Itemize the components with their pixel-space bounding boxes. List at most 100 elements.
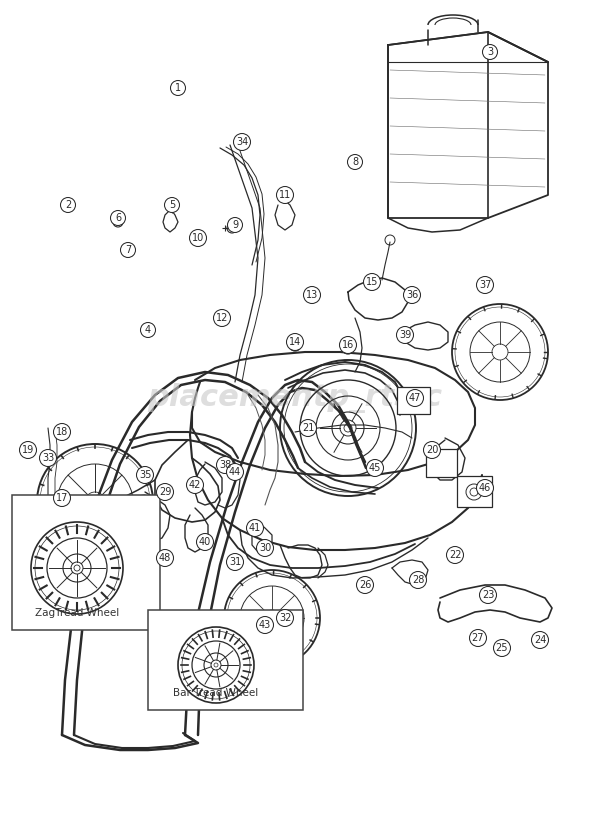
Circle shape bbox=[483, 45, 497, 59]
Circle shape bbox=[257, 616, 274, 633]
Text: 25: 25 bbox=[496, 643, 508, 653]
Circle shape bbox=[234, 134, 251, 151]
Text: 8: 8 bbox=[352, 157, 358, 167]
Text: 38: 38 bbox=[219, 460, 231, 470]
Text: 19: 19 bbox=[22, 445, 34, 455]
Circle shape bbox=[396, 327, 414, 343]
Text: 6: 6 bbox=[115, 213, 121, 223]
Text: 5: 5 bbox=[169, 200, 175, 210]
Text: ZagTread Wheel: ZagTread Wheel bbox=[35, 608, 119, 618]
Text: 2: 2 bbox=[65, 200, 71, 210]
Circle shape bbox=[532, 632, 549, 649]
Text: 33: 33 bbox=[42, 453, 54, 463]
Circle shape bbox=[196, 534, 214, 550]
Text: 45: 45 bbox=[369, 463, 381, 473]
Text: placementp_rts.c: placementp_rts.c bbox=[148, 383, 442, 413]
Text: 16: 16 bbox=[342, 340, 354, 350]
Circle shape bbox=[366, 460, 384, 477]
Circle shape bbox=[287, 333, 303, 350]
Circle shape bbox=[186, 477, 204, 494]
Text: 23: 23 bbox=[482, 590, 494, 600]
Text: 37: 37 bbox=[479, 280, 491, 290]
Text: 40: 40 bbox=[199, 537, 211, 547]
Text: 28: 28 bbox=[412, 575, 424, 585]
Text: 34: 34 bbox=[236, 137, 248, 147]
Text: 31: 31 bbox=[229, 557, 241, 567]
Circle shape bbox=[477, 276, 493, 293]
Circle shape bbox=[40, 450, 57, 466]
Text: 24: 24 bbox=[534, 635, 546, 645]
Text: 41: 41 bbox=[249, 523, 261, 533]
Circle shape bbox=[409, 571, 427, 588]
Circle shape bbox=[156, 483, 173, 500]
Circle shape bbox=[136, 466, 153, 483]
Text: 30: 30 bbox=[259, 543, 271, 553]
Circle shape bbox=[363, 274, 381, 290]
Text: 17: 17 bbox=[56, 493, 68, 503]
Text: 7: 7 bbox=[125, 245, 131, 255]
Text: 26: 26 bbox=[359, 580, 371, 590]
FancyBboxPatch shape bbox=[425, 448, 457, 477]
Text: Bar Tread Wheel: Bar Tread Wheel bbox=[173, 688, 258, 698]
Text: 15: 15 bbox=[366, 277, 378, 287]
Circle shape bbox=[228, 218, 242, 232]
Text: 1: 1 bbox=[175, 83, 181, 93]
Circle shape bbox=[214, 310, 231, 327]
Text: 36: 36 bbox=[406, 290, 418, 300]
Circle shape bbox=[19, 442, 37, 459]
Text: 44: 44 bbox=[229, 467, 241, 477]
Text: 18: 18 bbox=[56, 427, 68, 437]
Text: 4: 4 bbox=[145, 325, 151, 335]
Text: 27: 27 bbox=[472, 633, 484, 643]
Text: 22: 22 bbox=[449, 550, 461, 560]
Circle shape bbox=[447, 547, 464, 563]
Circle shape bbox=[277, 187, 293, 204]
Text: 35: 35 bbox=[139, 470, 151, 480]
Text: 42: 42 bbox=[189, 480, 201, 490]
Text: 3: 3 bbox=[487, 47, 493, 57]
Text: 46: 46 bbox=[479, 483, 491, 493]
Circle shape bbox=[54, 490, 70, 506]
Circle shape bbox=[277, 610, 293, 627]
Circle shape bbox=[247, 519, 264, 536]
Circle shape bbox=[356, 576, 373, 593]
Circle shape bbox=[227, 553, 244, 570]
Circle shape bbox=[407, 390, 424, 407]
Circle shape bbox=[257, 540, 274, 557]
FancyBboxPatch shape bbox=[396, 386, 430, 413]
Circle shape bbox=[54, 424, 70, 440]
Circle shape bbox=[404, 287, 421, 303]
Circle shape bbox=[140, 323, 156, 337]
Text: 13: 13 bbox=[306, 290, 318, 300]
Text: 21: 21 bbox=[302, 423, 314, 433]
Circle shape bbox=[303, 287, 320, 303]
Circle shape bbox=[300, 420, 316, 437]
Text: 12: 12 bbox=[216, 313, 228, 323]
Circle shape bbox=[493, 640, 510, 657]
Circle shape bbox=[348, 155, 362, 170]
Text: 43: 43 bbox=[259, 620, 271, 630]
Circle shape bbox=[227, 464, 244, 481]
Circle shape bbox=[156, 549, 173, 566]
Circle shape bbox=[339, 337, 356, 354]
Bar bbox=[148, 610, 303, 710]
Text: 14: 14 bbox=[289, 337, 301, 347]
Text: 32: 32 bbox=[279, 613, 291, 623]
Circle shape bbox=[480, 587, 497, 603]
Circle shape bbox=[189, 230, 206, 246]
Text: 11: 11 bbox=[279, 190, 291, 200]
Circle shape bbox=[424, 442, 441, 459]
Text: 29: 29 bbox=[159, 487, 171, 497]
Circle shape bbox=[110, 210, 126, 226]
Text: 9: 9 bbox=[232, 220, 238, 230]
Text: 48: 48 bbox=[159, 553, 171, 563]
Bar bbox=[12, 495, 160, 630]
Circle shape bbox=[165, 197, 179, 213]
Text: 47: 47 bbox=[409, 393, 421, 403]
Circle shape bbox=[171, 81, 185, 95]
Circle shape bbox=[470, 629, 487, 646]
Circle shape bbox=[217, 456, 234, 474]
Text: 10: 10 bbox=[192, 233, 204, 243]
FancyBboxPatch shape bbox=[457, 475, 491, 506]
Circle shape bbox=[120, 243, 136, 258]
